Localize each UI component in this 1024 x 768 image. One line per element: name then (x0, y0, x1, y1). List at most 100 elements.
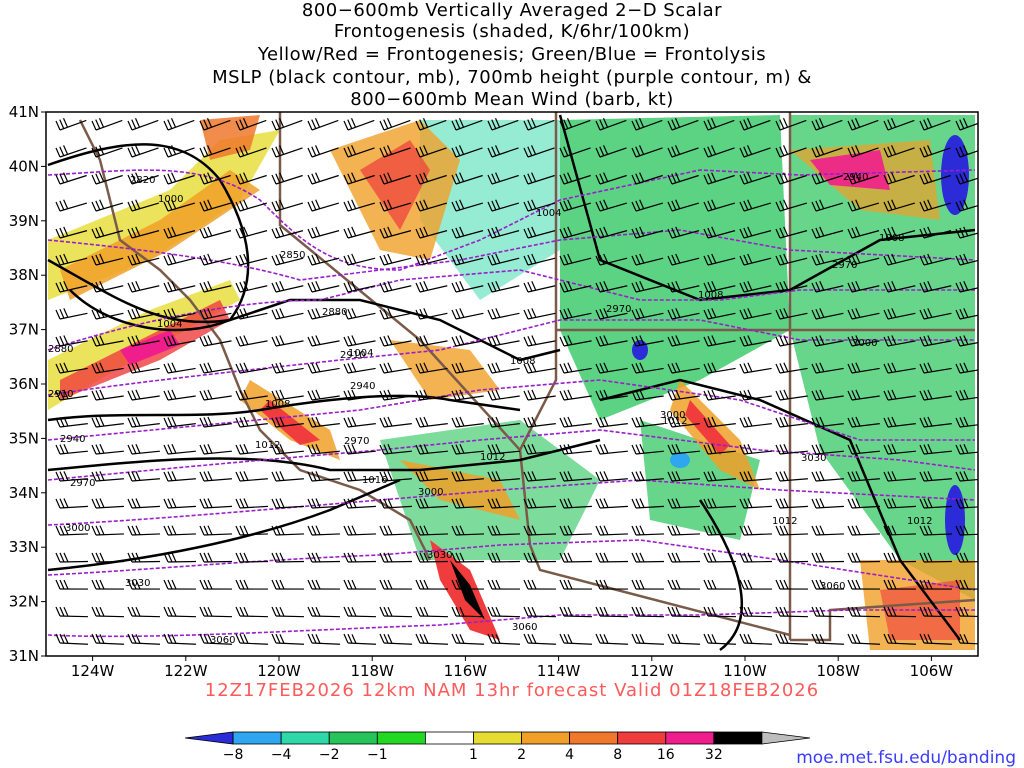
wind-barb (559, 389, 592, 401)
wind-barb (775, 253, 808, 266)
credit-link[interactable]: moe.met.fsu.edu/banding (796, 748, 1016, 768)
wind-barb (199, 172, 231, 185)
wind-barb (163, 389, 196, 401)
wind-barb (343, 633, 376, 645)
wind-barb (343, 253, 376, 266)
wind-barb (307, 525, 341, 536)
map-title-line2: Frontogenesis (shaded, K/6hr/100km) (333, 21, 691, 42)
mslp-label: 1012 (772, 516, 797, 527)
wind-barb (667, 280, 700, 293)
wind-barb (307, 389, 340, 401)
mslp-label: 1004 (157, 319, 182, 330)
wind-barb (235, 172, 267, 185)
wind-barb (631, 525, 665, 536)
wind-barb (127, 118, 159, 131)
wind-barb (847, 145, 879, 158)
wind-barb (595, 226, 628, 239)
wind-barb (343, 335, 376, 347)
wind-barb (199, 226, 232, 239)
wind-barb (919, 389, 952, 401)
wind-barb (523, 335, 556, 347)
wind-barb (775, 606, 809, 618)
height-label: 2970 (832, 260, 857, 271)
wind-barb (595, 172, 627, 185)
wind-barb (91, 280, 124, 293)
wind-barb (235, 606, 269, 618)
wind-barb (847, 118, 879, 131)
wind-barb (307, 253, 340, 266)
wind-barb (415, 335, 448, 347)
wind-barb (379, 172, 411, 185)
wind-barb (235, 335, 268, 347)
wind-barb (487, 308, 520, 320)
wind-barb (811, 498, 844, 509)
wind-barb (739, 443, 772, 455)
wind-barb (91, 606, 125, 618)
wind-barb (235, 552, 269, 563)
wind-barb (595, 199, 628, 212)
wind-barb (163, 308, 196, 320)
wind-barb (199, 443, 232, 455)
wind-barb (631, 308, 664, 320)
wind-barb (127, 172, 159, 185)
wind-barb (415, 471, 448, 482)
wind-barb (775, 145, 807, 158)
colorbar-cell (569, 731, 619, 745)
wind-barb (271, 362, 304, 374)
colorbar-label: 16 (657, 747, 675, 763)
wind-barb (595, 579, 629, 590)
wind-barb (955, 362, 978, 374)
wind-barb (595, 362, 628, 374)
wind-barb (379, 280, 412, 293)
wind-barb (91, 389, 124, 401)
colorbar-label: −8 (223, 747, 244, 763)
wind-barb (811, 471, 844, 482)
wind-barb (307, 118, 339, 131)
wind-barb (163, 335, 196, 347)
wind-barb (667, 389, 700, 401)
wind-barb (631, 253, 664, 266)
wind-barb (883, 471, 916, 482)
wind-barb (559, 118, 591, 131)
wind-barb (235, 199, 268, 212)
wind-barb (307, 172, 339, 185)
wind-barb (703, 498, 736, 509)
wind-barb (163, 145, 195, 158)
height-label: 2910 (48, 389, 73, 400)
wind-barb (847, 525, 881, 536)
wind-barb (775, 199, 808, 212)
wind-barb (163, 579, 197, 590)
wind-barb (739, 226, 772, 239)
wind-barb (127, 471, 160, 482)
wind-barb (703, 199, 736, 212)
wind-barb (307, 308, 340, 320)
wind-barb (451, 579, 485, 590)
wind-barb (307, 362, 340, 374)
wind-barb (91, 172, 123, 185)
wind-barb (271, 498, 304, 509)
wind-barb (55, 552, 89, 563)
wind-barb (271, 606, 305, 618)
wind-barb (235, 362, 268, 374)
wind-barb (523, 199, 556, 212)
height-label: 3000 (660, 410, 685, 421)
wind-barb (595, 118, 627, 131)
mslp-label: 1004 (348, 348, 373, 359)
wind-barb (55, 606, 89, 618)
wind-barb (487, 118, 519, 131)
wind-barb (91, 145, 123, 158)
wind-barb (163, 199, 196, 212)
wind-barb (307, 443, 340, 455)
wind-barb (811, 552, 845, 563)
wind-barb (343, 471, 376, 482)
wind-barb (739, 362, 772, 374)
wind-barb (919, 579, 953, 590)
wind-barb (379, 525, 413, 536)
wind-barb (271, 253, 304, 266)
wind-barb (379, 253, 412, 266)
wind-barb (631, 389, 664, 401)
colorbar-cells (184, 731, 811, 745)
wind-barb (739, 525, 773, 536)
wind-barb (631, 552, 665, 563)
mslp-label: 1008 (510, 356, 535, 367)
